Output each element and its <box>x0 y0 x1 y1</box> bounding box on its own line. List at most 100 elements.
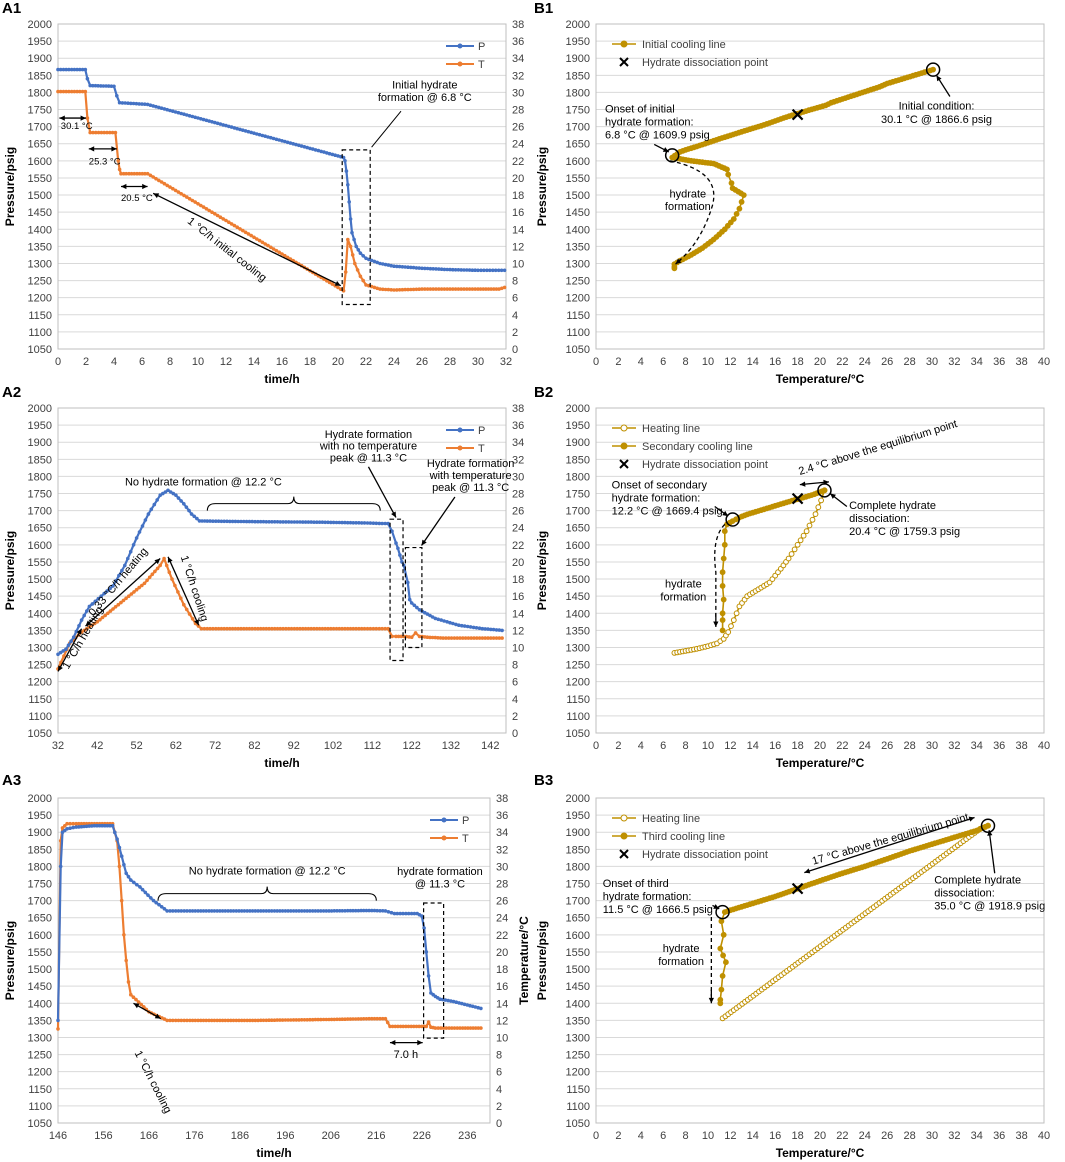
series-p-point <box>74 629 79 634</box>
y-tick-label: 1750 <box>28 879 52 891</box>
series-p-point <box>286 909 290 913</box>
series-p-point <box>370 908 374 913</box>
series-t-point <box>489 636 493 640</box>
series-t-point <box>303 626 308 631</box>
series-t-point <box>483 636 488 640</box>
series-t-point <box>492 287 496 291</box>
series-p-point <box>122 862 126 867</box>
series-t-point <box>365 626 370 631</box>
x-tick-label: 36 <box>993 356 1005 368</box>
series-t-point <box>111 607 115 611</box>
y2-tick-label: 10 <box>512 258 524 270</box>
series-p-point <box>362 521 367 525</box>
y2-tick-label: 14 <box>496 998 508 1010</box>
series-p-point <box>235 126 239 131</box>
series-p-point <box>95 823 99 828</box>
series-p-point <box>417 608 422 612</box>
series-t-point <box>220 1018 225 1023</box>
series-t-point <box>406 1024 411 1029</box>
series-t-point <box>179 596 183 601</box>
y-tick-label: 1650 <box>566 913 590 925</box>
y-tick-label: 2000 <box>28 403 52 415</box>
series-t-point <box>358 274 363 279</box>
series-p-point <box>195 516 199 521</box>
dissociation-point <box>791 108 804 121</box>
series-p-point <box>371 521 376 525</box>
series-t-point <box>280 1018 285 1022</box>
y2-tick-label: 6 <box>512 293 518 305</box>
series-p-point <box>485 268 489 273</box>
series-p-point <box>146 893 150 897</box>
annotation-formation-peak: peak @ 11.3 °C <box>432 482 509 494</box>
series-t-point <box>219 626 224 631</box>
series-p-point <box>269 135 273 140</box>
series-p-point <box>337 909 342 913</box>
cooling-point <box>724 222 731 229</box>
arrow-initial-cooling-head <box>334 280 341 286</box>
series-p-point <box>182 502 186 506</box>
series-t-point <box>463 636 468 640</box>
series-p-point <box>168 909 172 913</box>
series-p-point <box>155 498 159 502</box>
series-t-point <box>353 261 357 266</box>
series-p-point <box>162 907 167 911</box>
y-tick-label: 1400 <box>28 998 52 1010</box>
series-t-point <box>467 287 472 291</box>
series-t-point <box>446 636 451 640</box>
series-p-point <box>375 908 380 913</box>
series-t-point <box>236 626 240 631</box>
series-p-point <box>327 151 332 156</box>
series-p-point <box>254 132 259 136</box>
series-t-point <box>165 183 169 188</box>
series-p-point <box>445 267 450 272</box>
x-tick-label: 0 <box>55 356 61 368</box>
annotation-above-equilibrium: 2.4 °C above the equilibrium point <box>797 418 959 478</box>
series-p-point <box>454 1000 459 1004</box>
series-t-point <box>82 821 86 826</box>
series-t-point <box>272 1018 277 1022</box>
series-p-point <box>336 154 340 158</box>
y-tick-label: 1450 <box>566 207 590 219</box>
series-t-point <box>196 1018 200 1023</box>
x-tick-label: 28 <box>903 740 915 752</box>
x-tick-label: 28 <box>903 356 915 368</box>
series-p-point <box>448 620 452 625</box>
series-t-point <box>64 89 68 94</box>
series-p-point <box>61 67 66 72</box>
legend-t-label: T <box>478 59 485 71</box>
series-p-point <box>171 109 175 113</box>
series-p-point <box>442 267 447 272</box>
cooling-point <box>723 959 729 966</box>
series-p-point <box>406 911 411 916</box>
series-p-point <box>201 117 206 122</box>
series-t-point <box>494 636 499 640</box>
series-p-point <box>420 914 424 918</box>
series-t-point <box>228 626 232 631</box>
y-tick-label: 1400 <box>28 224 52 236</box>
series-t-point <box>154 176 158 181</box>
series-t-point <box>148 173 153 178</box>
arrow-initial-condition-head <box>936 75 942 82</box>
series-t-point <box>249 233 253 238</box>
x-tick-label: 18 <box>791 356 803 368</box>
x-tick-label: 32 <box>948 356 960 368</box>
series-p-point <box>218 122 223 126</box>
series-p-point <box>110 823 115 828</box>
series-t-point <box>289 626 294 631</box>
y-tick-label: 1800 <box>566 471 590 483</box>
y-tick-label: 1550 <box>28 557 52 569</box>
series-p-point <box>214 519 218 523</box>
series-p-point <box>324 909 329 913</box>
chart-b2: 1050 1100 1150 1200 1250 1300 1350 1400 1450 1500… <box>535 403 1050 770</box>
series-p-point <box>378 261 382 266</box>
y2-tick-label: 6 <box>512 677 518 689</box>
arrow-hydrate-formation <box>714 523 726 621</box>
y-tick-label: 1750 <box>566 489 590 501</box>
series-t-point <box>409 635 414 639</box>
y-tick-label: 1750 <box>28 489 52 501</box>
legend-p-label: P <box>478 41 485 53</box>
heating-point <box>794 541 801 548</box>
series-p-point <box>161 491 165 496</box>
y2-tick-label: 12 <box>512 625 524 637</box>
series-p-point <box>274 137 279 142</box>
